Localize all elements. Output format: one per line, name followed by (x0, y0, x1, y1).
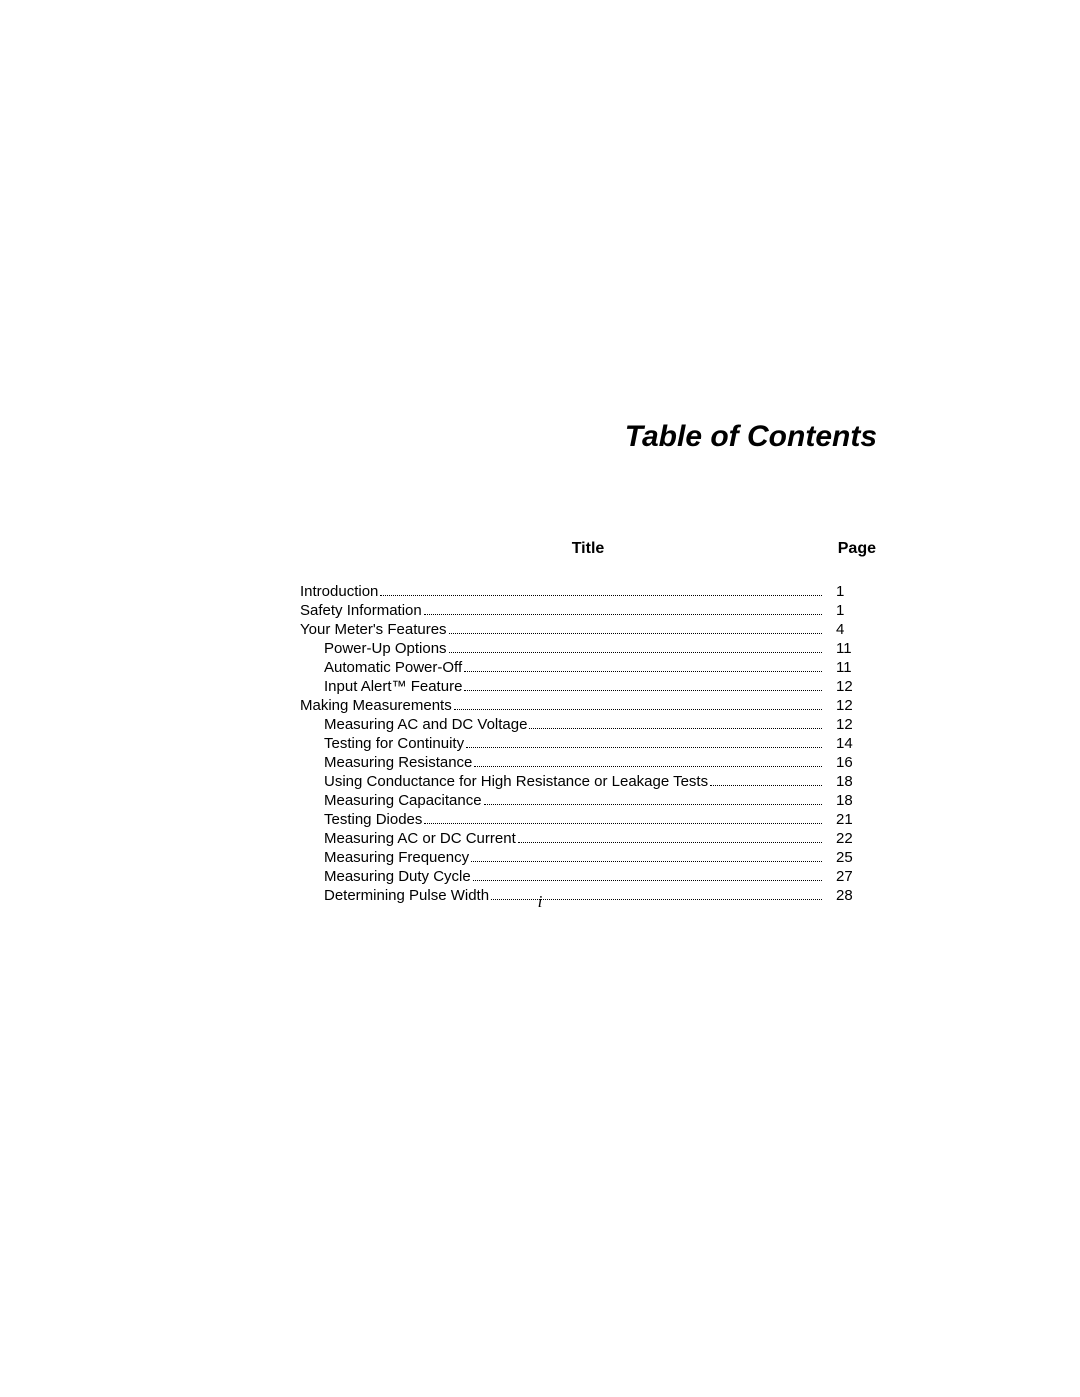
toc-entry: Your Meter's Features 4 (300, 620, 876, 639)
page-number: i (0, 892, 1080, 912)
toc-entry-title: Safety Information (300, 601, 422, 620)
toc-entry-page: 27 (824, 867, 876, 886)
toc-entry-page: 25 (824, 848, 876, 867)
toc-entry-page: 1 (824, 601, 876, 620)
toc-entry: Safety Information 1 (300, 601, 876, 620)
toc-entry-page: 21 (824, 810, 876, 829)
toc-leader-dots (710, 775, 822, 787)
toc-leader-dots (424, 604, 822, 616)
toc-entry-page: 11 (824, 639, 876, 658)
toc-entry-title: Automatic Power-Off (324, 658, 462, 677)
toc-leader-dots (529, 718, 822, 730)
toc-entry-title: Measuring AC and DC Voltage (324, 715, 527, 734)
toc-entry-page: 4 (824, 620, 876, 639)
toc-entry-title: Testing for Continuity (324, 734, 464, 753)
toc-entry-page: 16 (824, 753, 876, 772)
toc-entry: Automatic Power-Off 11 (300, 658, 876, 677)
toc-entry-title: Measuring Capacitance (324, 791, 482, 810)
toc-entry: Testing for Continuity 14 (300, 734, 876, 753)
column-header-title: Title (572, 540, 605, 558)
toc-entry: Measuring Duty Cycle 27 (300, 867, 876, 886)
toc-entry: Measuring Frequency 25 (300, 848, 876, 867)
toc-leader-dots (474, 756, 822, 768)
toc-entry: Measuring Capacitance 18 (300, 791, 876, 810)
toc-list: Introduction1Safety Information1Your Met… (300, 582, 876, 905)
toc-heading: Table of Contents (625, 420, 877, 454)
toc-entry-page: 11 (824, 658, 876, 677)
toc-entry-title: Introduction (300, 582, 378, 601)
toc-leader-dots (449, 642, 822, 654)
toc-leader-dots (464, 661, 822, 673)
toc-entry: Testing Diodes 21 (300, 810, 876, 829)
toc-entry-title: Measuring Frequency (324, 848, 469, 867)
toc-leader-dots (518, 832, 822, 844)
toc-entry: Making Measurements 12 (300, 696, 876, 715)
toc-leader-dots (380, 585, 822, 597)
toc-entry-title: Measuring Duty Cycle (324, 867, 471, 886)
toc-entry-title: Your Meter's Features (300, 620, 447, 639)
toc-entry: Measuring Resistance 16 (300, 753, 876, 772)
toc-entry: Measuring AC and DC Voltage 12 (300, 715, 876, 734)
toc-entry-title: Input Alert™ Feature (324, 677, 462, 696)
toc-leader-dots (471, 851, 822, 863)
toc-entry-title: Power-Up Options (324, 639, 447, 658)
toc-entry: Measuring AC or DC Current 22 (300, 829, 876, 848)
document-page: Table of Contents Title Page Introductio… (0, 0, 1080, 1397)
toc-leader-dots (466, 737, 822, 749)
toc-entry-title: Testing Diodes (324, 810, 422, 829)
toc-entry-page: 18 (824, 772, 876, 791)
toc-entry-page: 14 (824, 734, 876, 753)
toc-leader-dots (424, 813, 822, 825)
toc-entry-page: 1 (824, 582, 876, 601)
toc-entry-title: Measuring Resistance (324, 753, 472, 772)
toc-entry-page: 12 (824, 677, 876, 696)
toc-leader-dots (464, 680, 822, 692)
toc-entry: Input Alert™ Feature 12 (300, 677, 876, 696)
toc-entry: Introduction 1 (300, 582, 876, 601)
toc-entry: Using Conductance for High Resistance or… (300, 772, 876, 791)
toc-entry-title: Measuring AC or DC Current (324, 829, 516, 848)
toc-leader-dots (473, 870, 822, 882)
toc-entry-title: Using Conductance for High Resistance or… (324, 772, 708, 791)
toc-entry: Power-Up Options 11 (300, 639, 876, 658)
toc-leader-dots (449, 623, 822, 635)
toc-entry-page: 22 (824, 829, 876, 848)
toc-entry-title: Making Measurements (300, 696, 452, 715)
toc-entry-page: 18 (824, 791, 876, 810)
toc-entry-page: 12 (824, 696, 876, 715)
toc-leader-dots (484, 794, 822, 806)
toc-leader-dots (454, 699, 822, 711)
toc-entry-page: 12 (824, 715, 876, 734)
column-header-page: Page (838, 540, 876, 558)
